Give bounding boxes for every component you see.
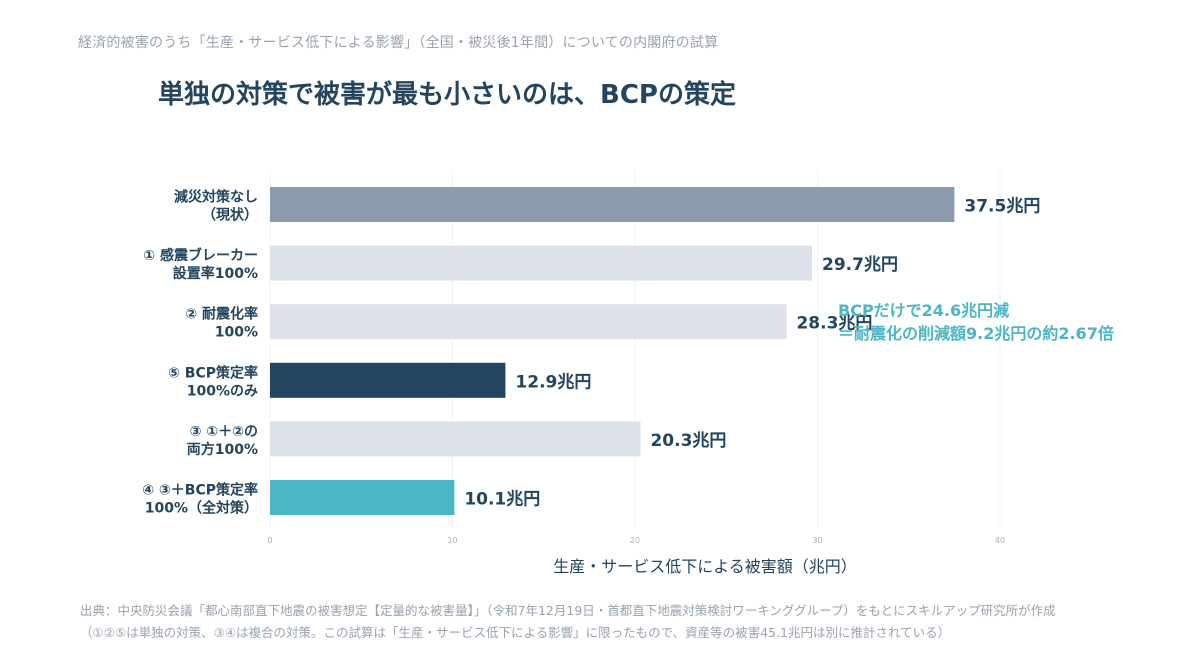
category-label: 100%（全対策）: [145, 500, 258, 517]
x-tick-label: 30: [812, 536, 822, 545]
chart-headline: 単独の対策で被害が最も小さいのは、BCPの策定: [158, 80, 736, 110]
value-label: 10.1兆円: [464, 490, 540, 510]
bar: [270, 362, 506, 398]
value-label: 28.3兆円: [796, 314, 872, 334]
x-tick-label: 10: [447, 536, 457, 545]
category-label: （現状）: [202, 207, 258, 224]
value-label: 37.5兆円: [964, 197, 1040, 217]
bar: [270, 480, 455, 515]
source-note: 出典：中央防災会議「都心南部直下地震の被害想定【定量的な被害量】」（令和7年12…: [80, 600, 1056, 644]
annotation-line: ＝耐震化の削減額9.2兆円の約2.67倍: [838, 324, 1114, 343]
x-tick-label: 40: [995, 536, 1005, 545]
category-label: ③ ①＋②の: [190, 424, 258, 440]
value-label: 12.9兆円: [515, 372, 591, 392]
x-tick-label: 20: [630, 536, 640, 545]
source-line-2: （①②⑤は単独の対策、③④は複合の対策。この試算は「生産・サービス低下による影響…: [80, 625, 951, 640]
bar: [270, 187, 955, 222]
source-line-1: 出典：中央防災会議「都心南部直下地震の被害想定【定量的な被害量】」（令和7年12…: [80, 603, 1056, 618]
category-label: 100%のみ: [187, 383, 258, 399]
value-label: 29.7兆円: [822, 255, 898, 275]
category-label: 減災対策なし: [174, 189, 258, 206]
annotation-line: BCPだけで24.6兆円減: [838, 301, 1009, 320]
category-label: ① 感震ブレーカー: [143, 247, 258, 264]
category-label: 設置率100%: [173, 265, 258, 282]
value-label: 20.3兆円: [650, 431, 726, 451]
category-label: ④ ③＋BCP策定率: [142, 482, 258, 499]
category-label: ② 耐震化率: [185, 306, 258, 323]
category-label: 両方100%: [187, 441, 258, 458]
bar-chart: 0 10 20 30 40 減災対策なし（現状） 37.5兆円 ① 感震ブレーカー設置率100…: [142, 170, 1114, 576]
category-label: 100%: [215, 325, 258, 341]
bar: [270, 304, 787, 340]
bar: [270, 421, 641, 457]
chart-supertitle: 経済的被害のうち「生産・サービス低下による影響」（全国・被災後1年間）についての…: [78, 35, 719, 51]
category-label: ⑤ BCP策定率: [168, 364, 258, 381]
bar: [270, 245, 813, 281]
x-axis-title: 生産・サービス低下による被害額（兆円）: [553, 557, 857, 576]
x-tick-label: 0: [267, 536, 272, 545]
